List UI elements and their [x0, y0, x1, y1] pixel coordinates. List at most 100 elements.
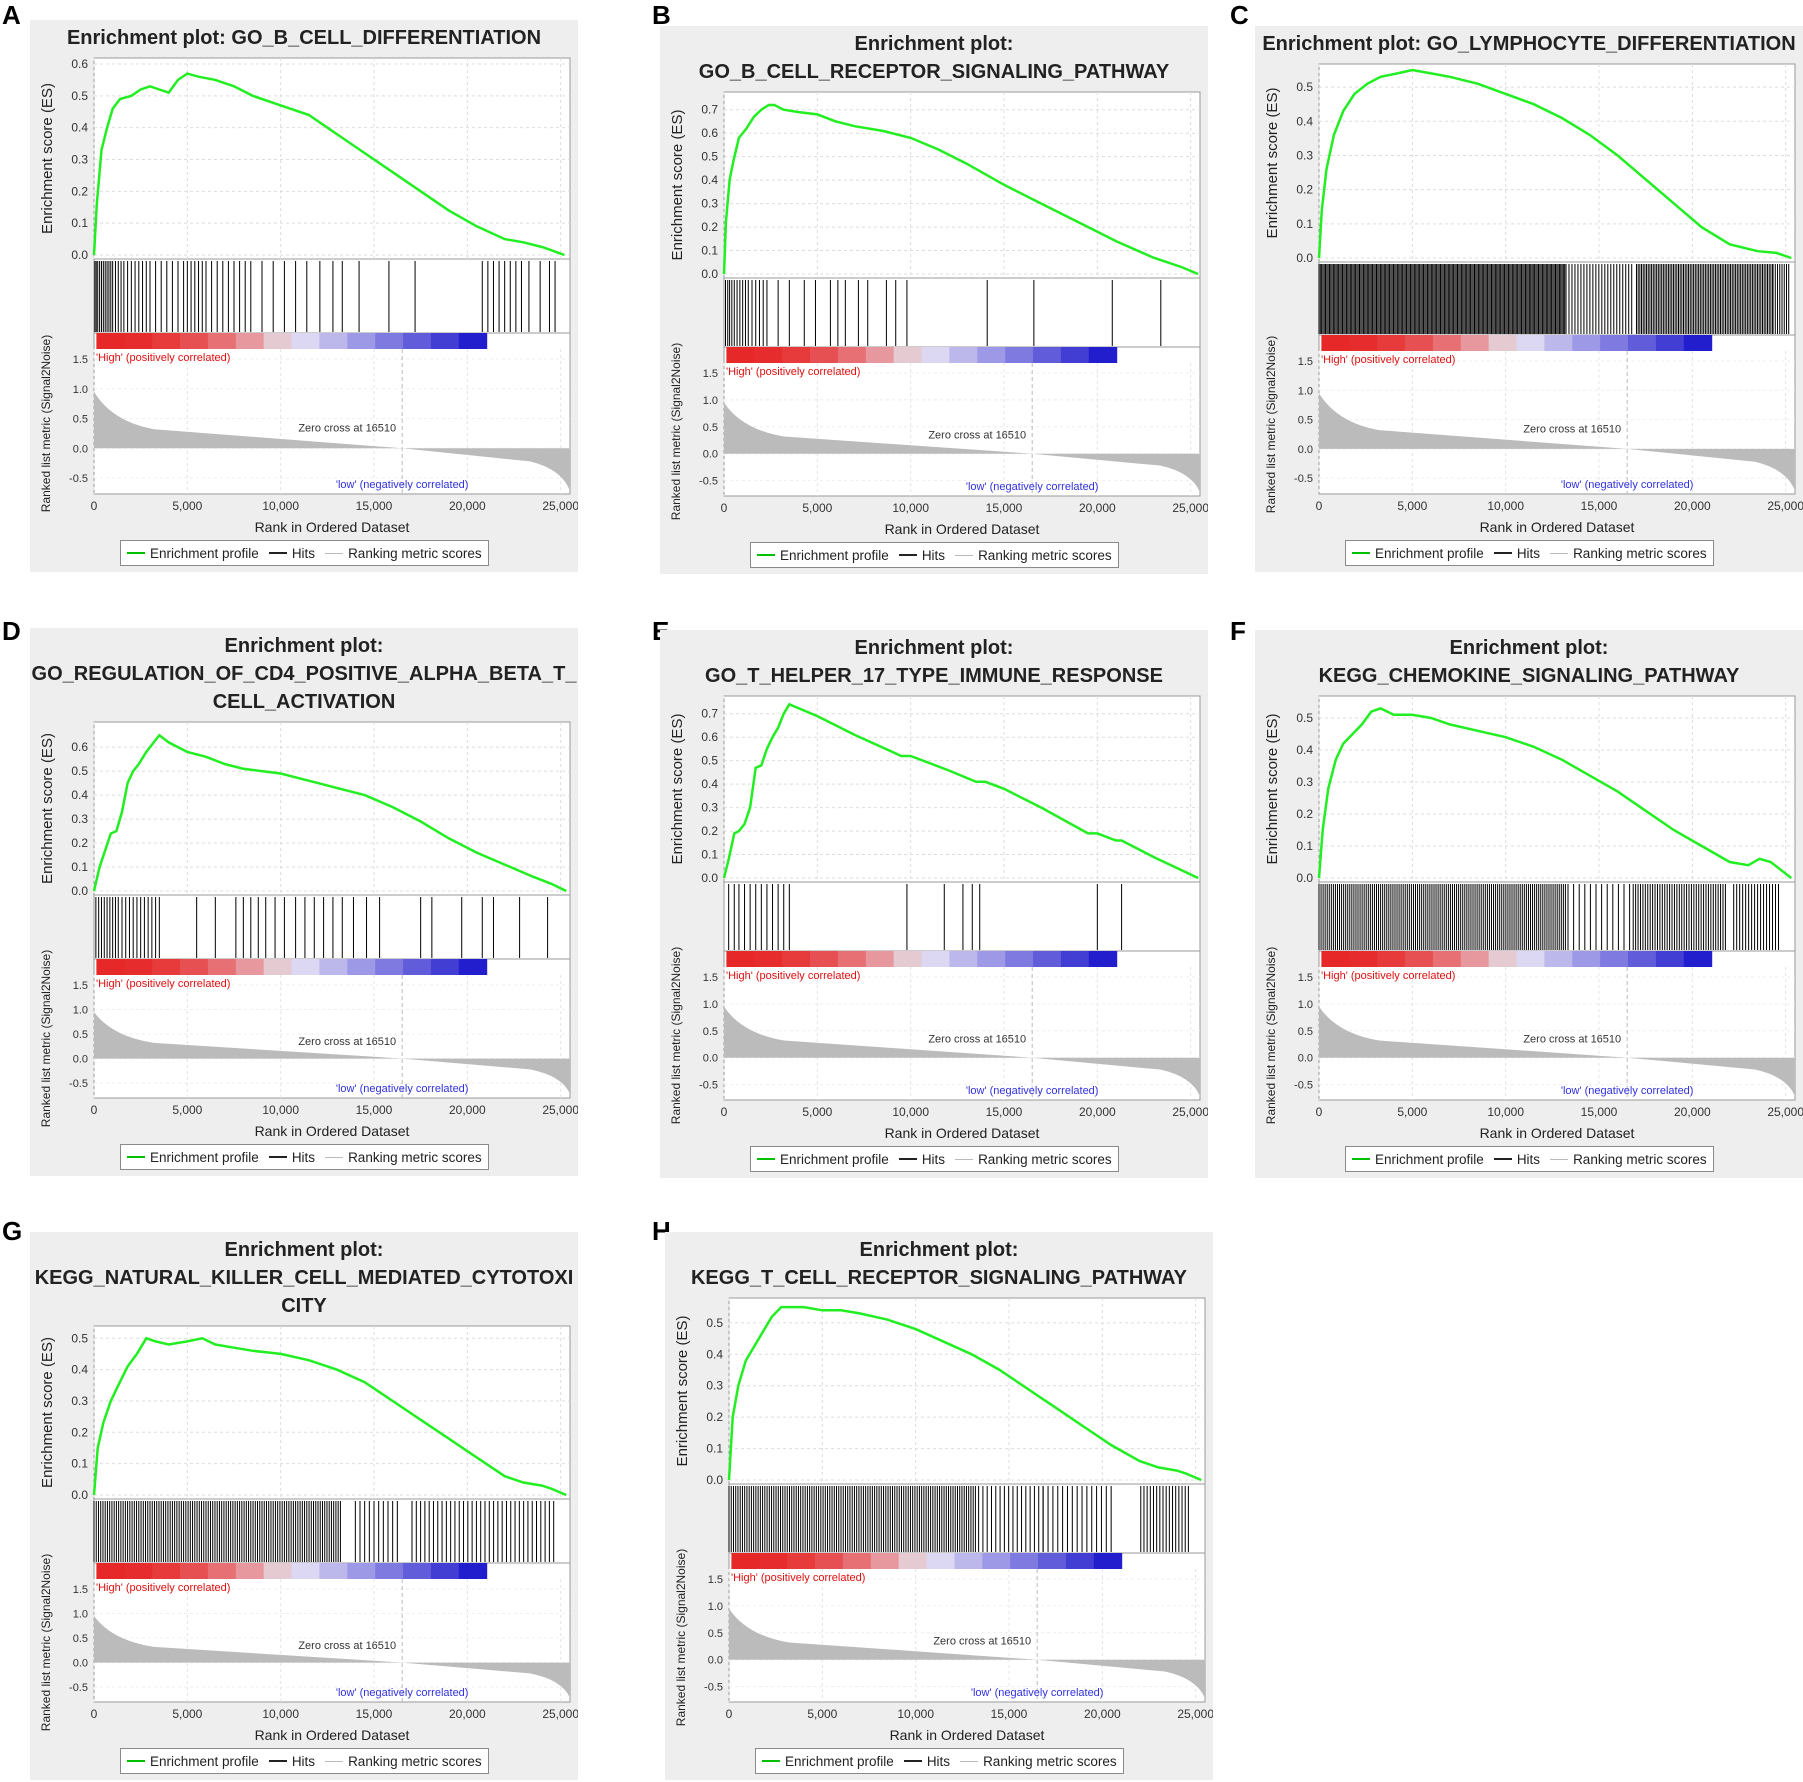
heat-segment — [235, 1563, 265, 1579]
profile-swatch — [1352, 1158, 1370, 1160]
chart-title: KEGG_NATURAL_KILLER_CELL_MEDIATED_CYTOTO… — [34, 1267, 574, 1289]
chart-svg: 0.0 0.1 0.2 0.3 0.4 0.5 1.5 1.0 0.5 0.0 -0.5 Zero c… — [674, 1297, 1213, 1743]
gsea-panel-e: 0.0 0.1 0.2 0.3 0.4 0.5 0.6 0.7 1.5 1.0 0.5 0.0 -0.5… — [660, 630, 1208, 1178]
legend-metric: Ranking metric scores — [955, 1152, 1112, 1167]
legend-metric-label: Ranking metric scores — [348, 545, 482, 561]
ranking-metric-area — [94, 1615, 570, 1698]
heat-segment — [1516, 951, 1545, 967]
legend-profile-label: Enrichment profile — [150, 1753, 259, 1769]
heat-segment — [1488, 951, 1518, 967]
heat-segment — [842, 1553, 872, 1569]
metric-tick-label: -0.5 — [704, 1682, 723, 1694]
metric-tick-label: 1.0 — [1298, 999, 1313, 1011]
heat-segment — [949, 347, 978, 363]
heat-segment — [1377, 335, 1406, 351]
es-tick-label: 0.2 — [71, 1425, 88, 1439]
legend-hits-label: Hits — [1516, 545, 1541, 561]
high-correlated-label: 'High' (positively correlated) — [726, 970, 860, 982]
gsea-panel-b: 0.0 0.1 0.2 0.3 0.4 0.5 0.6 0.7 1.5 1.0 0.5 0.0 -0.5… — [660, 26, 1208, 574]
legend-hits-label: Hits — [291, 1149, 316, 1165]
hits-swatch — [1493, 552, 1512, 554]
heat-segment — [180, 333, 209, 349]
heat-segment — [1065, 1553, 1095, 1569]
chart-title: GO_B_CELL_RECEPTOR_SIGNALING_PATHWAY — [698, 61, 1170, 83]
legend-metric: Ranking metric scores — [325, 1754, 482, 1769]
metric-tick-label: 1.0 — [73, 384, 88, 396]
heat-segment — [375, 333, 404, 349]
x-tick-label: 0 — [91, 1103, 98, 1117]
heat-segment — [787, 1553, 816, 1569]
profile-swatch — [757, 1158, 775, 1160]
heat-segment — [319, 333, 348, 349]
heat-segment — [954, 1553, 983, 1569]
chart-svg: 0.0 0.1 0.2 0.3 0.4 0.5 1.5 1.0 0.5 0.0 -0.5 Zero c… — [39, 1325, 578, 1743]
heat-segment — [1572, 951, 1601, 967]
metric-tick-label: 0.0 — [1298, 444, 1313, 456]
es-tick-label: 0.1 — [71, 1457, 88, 1471]
chart-legend: Enrichment profile Hits Ranking metric sco… — [120, 540, 489, 566]
heat-segment — [1655, 335, 1685, 351]
legend-metric-label: Ranking metric scores — [978, 547, 1112, 563]
x-tick-label: 5,000 — [802, 501, 832, 515]
hits-swatch — [898, 554, 917, 556]
high-correlated-label: 'High' (positively correlated) — [726, 366, 860, 378]
heat-segment — [1683, 951, 1713, 967]
gsea-panel-c: 0.0 0.1 0.2 0.3 0.4 0.5 1.5 1.0 0.5 0.0 -0.5 Zero c… — [1255, 26, 1803, 572]
legend-metric-label: Ranking metric scores — [348, 1149, 482, 1165]
heat-segment — [1488, 335, 1518, 351]
x-tick-label: 20,000 — [1079, 501, 1116, 515]
enrichment-profile-line — [1317, 68, 1792, 260]
hits-swatch — [898, 1158, 917, 1160]
legend-profile: Enrichment profile — [1352, 546, 1484, 561]
metric-axis-label: Ranked list metric (Signal2Noise) — [669, 343, 683, 520]
es-tick-label: 0.7 — [701, 707, 718, 721]
x-tick-label: 15,000 — [356, 1103, 393, 1117]
heat-segment — [893, 347, 923, 363]
panel-letter-d: D — [2, 616, 21, 646]
es-tick-label: 0.2 — [701, 824, 718, 838]
chart-legend: Enrichment profile Hits Ranking metric sco… — [750, 542, 1119, 568]
x-tick-label: 25,000 — [1177, 1707, 1213, 1721]
chart-svg: 0.0 0.1 0.2 0.3 0.4 0.5 0.6 1.5 1.0 0.5 0.0 -0.5 Zer… — [39, 57, 578, 535]
legend-hits-label: Hits — [926, 1753, 951, 1769]
metric-tick-label: 0.5 — [703, 1026, 718, 1038]
heat-segment — [347, 959, 376, 975]
x-tick-label: 20,000 — [1674, 499, 1711, 513]
x-tick-label: 5,000 — [1397, 1105, 1427, 1119]
metric-tick-label: 1.5 — [73, 354, 88, 366]
es-tick-label: 0.2 — [71, 836, 88, 850]
heat-segment — [375, 1563, 404, 1579]
x-tick-label: 25,000 — [1172, 501, 1208, 515]
legend-hits: Hits — [268, 1754, 315, 1769]
heat-segment — [837, 951, 867, 967]
x-tick-label: 10,000 — [892, 501, 929, 515]
metric-axis-label: Ranked list metric (Signal2Noise) — [39, 1554, 53, 1731]
chart-legend: Enrichment profile Hits Ranking metric sco… — [120, 1748, 489, 1774]
enrichment-profile-line — [722, 103, 1199, 276]
low-correlated-label: 'low' (negatively correlated) — [336, 1687, 469, 1699]
panel-letter-a: A — [2, 0, 21, 30]
metric-tick-label: -0.5 — [69, 1682, 88, 1694]
chart-title: GO_REGULATION_OF_CD4_POSITIVE_ALPHA_BETA… — [31, 663, 577, 685]
metric-tick-label: 1.5 — [73, 1584, 88, 1596]
heat-segment — [458, 959, 488, 975]
plot-area — [93, 721, 571, 1099]
es-tick-label: 0.0 — [701, 267, 718, 281]
metric-tick-label: -0.5 — [699, 1080, 718, 1092]
x-axis-label: Rank in Ordered Dataset — [255, 519, 410, 535]
es-tick-label: 0.1 — [1296, 217, 1313, 231]
legend-metric: Ranking metric scores — [325, 1150, 482, 1165]
legend-metric-label: Ranking metric scores — [978, 1151, 1112, 1167]
es-tick-label: 0.3 — [701, 801, 718, 815]
chart-svg: 0.0 0.1 0.2 0.3 0.4 0.5 0.6 0.7 1.5 1.0 0.5 0.0 -0.5… — [669, 695, 1208, 1141]
heat-segment — [782, 347, 811, 363]
plot-area — [723, 695, 1201, 1101]
heat-segment — [754, 951, 783, 967]
es-tick-label: 0.0 — [1296, 251, 1313, 265]
legend-profile-label: Enrichment profile — [780, 547, 889, 563]
x-tick-label: 10,000 — [892, 1105, 929, 1119]
legend-profile-label: Enrichment profile — [1375, 1151, 1484, 1167]
heat-segment — [235, 333, 265, 349]
legend-profile-label: Enrichment profile — [780, 1151, 889, 1167]
x-tick-label: 0 — [721, 1105, 728, 1119]
